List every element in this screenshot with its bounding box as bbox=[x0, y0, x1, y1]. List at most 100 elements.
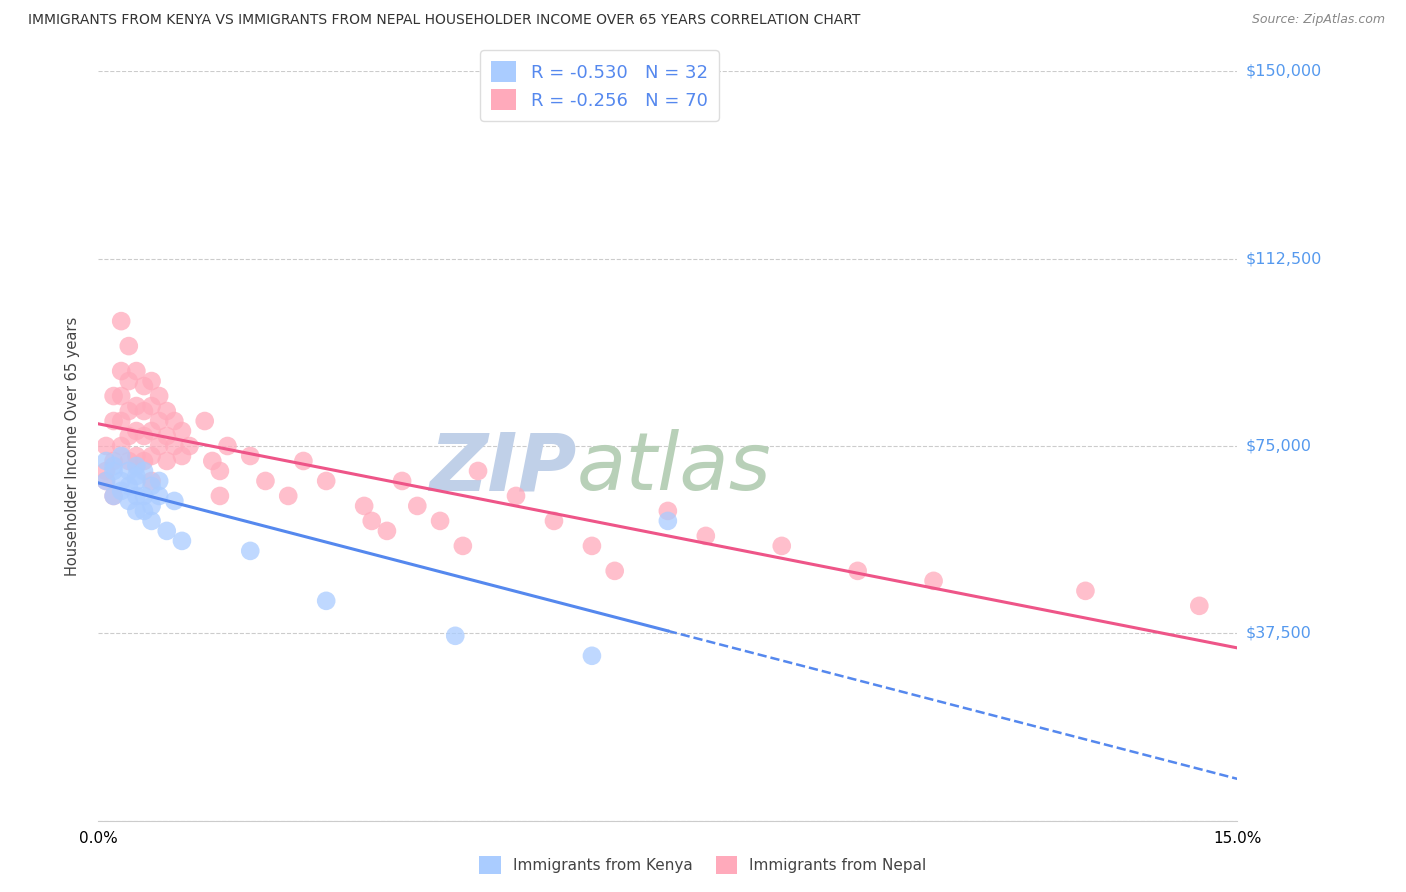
Point bbox=[110, 449, 132, 463]
Point bbox=[846, 564, 869, 578]
Point bbox=[657, 504, 679, 518]
Point bbox=[141, 514, 163, 528]
Point bbox=[406, 499, 429, 513]
Point bbox=[353, 499, 375, 513]
Point bbox=[118, 339, 141, 353]
Point bbox=[148, 489, 170, 503]
Point bbox=[103, 454, 125, 468]
Point bbox=[110, 414, 132, 428]
Point bbox=[103, 489, 125, 503]
Point bbox=[163, 439, 186, 453]
Point bbox=[170, 449, 193, 463]
Point bbox=[179, 439, 201, 453]
Point bbox=[170, 533, 193, 548]
Point bbox=[194, 414, 217, 428]
Point bbox=[156, 454, 179, 468]
Point bbox=[1188, 599, 1211, 613]
Point bbox=[581, 648, 603, 663]
Point bbox=[375, 524, 398, 538]
Point bbox=[603, 564, 626, 578]
Point bbox=[141, 499, 163, 513]
Point bbox=[239, 544, 262, 558]
Point bbox=[132, 379, 155, 393]
Point bbox=[156, 404, 179, 418]
Text: $112,500: $112,500 bbox=[1246, 252, 1322, 266]
Point bbox=[103, 414, 125, 428]
Point bbox=[132, 489, 155, 503]
Point bbox=[118, 494, 141, 508]
Point bbox=[110, 439, 132, 453]
Point bbox=[125, 424, 148, 438]
Point bbox=[156, 429, 179, 443]
Text: $150,000: $150,000 bbox=[1246, 64, 1322, 78]
Text: Source: ZipAtlas.com: Source: ZipAtlas.com bbox=[1251, 13, 1385, 27]
Point bbox=[360, 514, 382, 528]
Point bbox=[110, 314, 132, 328]
Point bbox=[132, 454, 155, 468]
Point bbox=[581, 539, 603, 553]
Text: IMMIGRANTS FROM KENYA VS IMMIGRANTS FROM NEPAL HOUSEHOLDER INCOME OVER 65 YEARS : IMMIGRANTS FROM KENYA VS IMMIGRANTS FROM… bbox=[28, 13, 860, 28]
Point bbox=[922, 574, 945, 588]
Point bbox=[444, 629, 467, 643]
Point bbox=[110, 474, 132, 488]
Point bbox=[170, 424, 193, 438]
Point bbox=[118, 429, 141, 443]
Point bbox=[110, 389, 132, 403]
Point bbox=[103, 458, 125, 473]
Point bbox=[315, 594, 337, 608]
Point bbox=[103, 389, 125, 403]
Point bbox=[543, 514, 565, 528]
Point bbox=[141, 474, 163, 488]
Point bbox=[277, 489, 299, 503]
Point bbox=[125, 449, 148, 463]
Point bbox=[141, 449, 163, 463]
Point bbox=[94, 474, 117, 488]
Point bbox=[132, 464, 155, 478]
Point bbox=[141, 424, 163, 438]
Point bbox=[695, 529, 717, 543]
Point bbox=[254, 474, 277, 488]
Point bbox=[132, 429, 155, 443]
Text: ZIP: ZIP bbox=[429, 429, 576, 508]
Legend: Immigrants from Kenya, Immigrants from Nepal: Immigrants from Kenya, Immigrants from N… bbox=[474, 850, 932, 880]
Point bbox=[132, 404, 155, 418]
Point bbox=[201, 454, 224, 468]
Legend: R = -0.530   N = 32, R = -0.256   N = 70: R = -0.530 N = 32, R = -0.256 N = 70 bbox=[481, 51, 718, 121]
Point bbox=[110, 364, 132, 378]
Point bbox=[125, 474, 148, 488]
Point bbox=[770, 539, 793, 553]
Point bbox=[148, 474, 170, 488]
Point bbox=[118, 479, 141, 493]
Point bbox=[125, 489, 148, 503]
Point bbox=[148, 389, 170, 403]
Point bbox=[118, 374, 141, 388]
Point bbox=[103, 464, 125, 478]
Point bbox=[125, 364, 148, 378]
Point bbox=[125, 399, 148, 413]
Point bbox=[657, 514, 679, 528]
Point bbox=[94, 464, 117, 478]
Text: atlas: atlas bbox=[576, 429, 772, 508]
Point bbox=[451, 539, 474, 553]
Point bbox=[141, 374, 163, 388]
Point bbox=[118, 404, 141, 418]
Point bbox=[315, 474, 337, 488]
Point bbox=[118, 454, 141, 468]
Point bbox=[208, 464, 231, 478]
Point bbox=[132, 504, 155, 518]
Y-axis label: Householder Income Over 65 years: Householder Income Over 65 years bbox=[65, 317, 80, 575]
Point bbox=[1074, 583, 1097, 598]
Text: $75,000: $75,000 bbox=[1246, 439, 1312, 453]
Point bbox=[148, 439, 170, 453]
Point bbox=[94, 454, 117, 468]
Point bbox=[156, 524, 179, 538]
Point bbox=[94, 439, 117, 453]
Point bbox=[125, 469, 148, 483]
Point bbox=[163, 414, 186, 428]
Point bbox=[125, 458, 148, 473]
Point bbox=[208, 489, 231, 503]
Point bbox=[141, 399, 163, 413]
Point bbox=[110, 483, 132, 498]
Point bbox=[163, 494, 186, 508]
Point bbox=[94, 474, 117, 488]
